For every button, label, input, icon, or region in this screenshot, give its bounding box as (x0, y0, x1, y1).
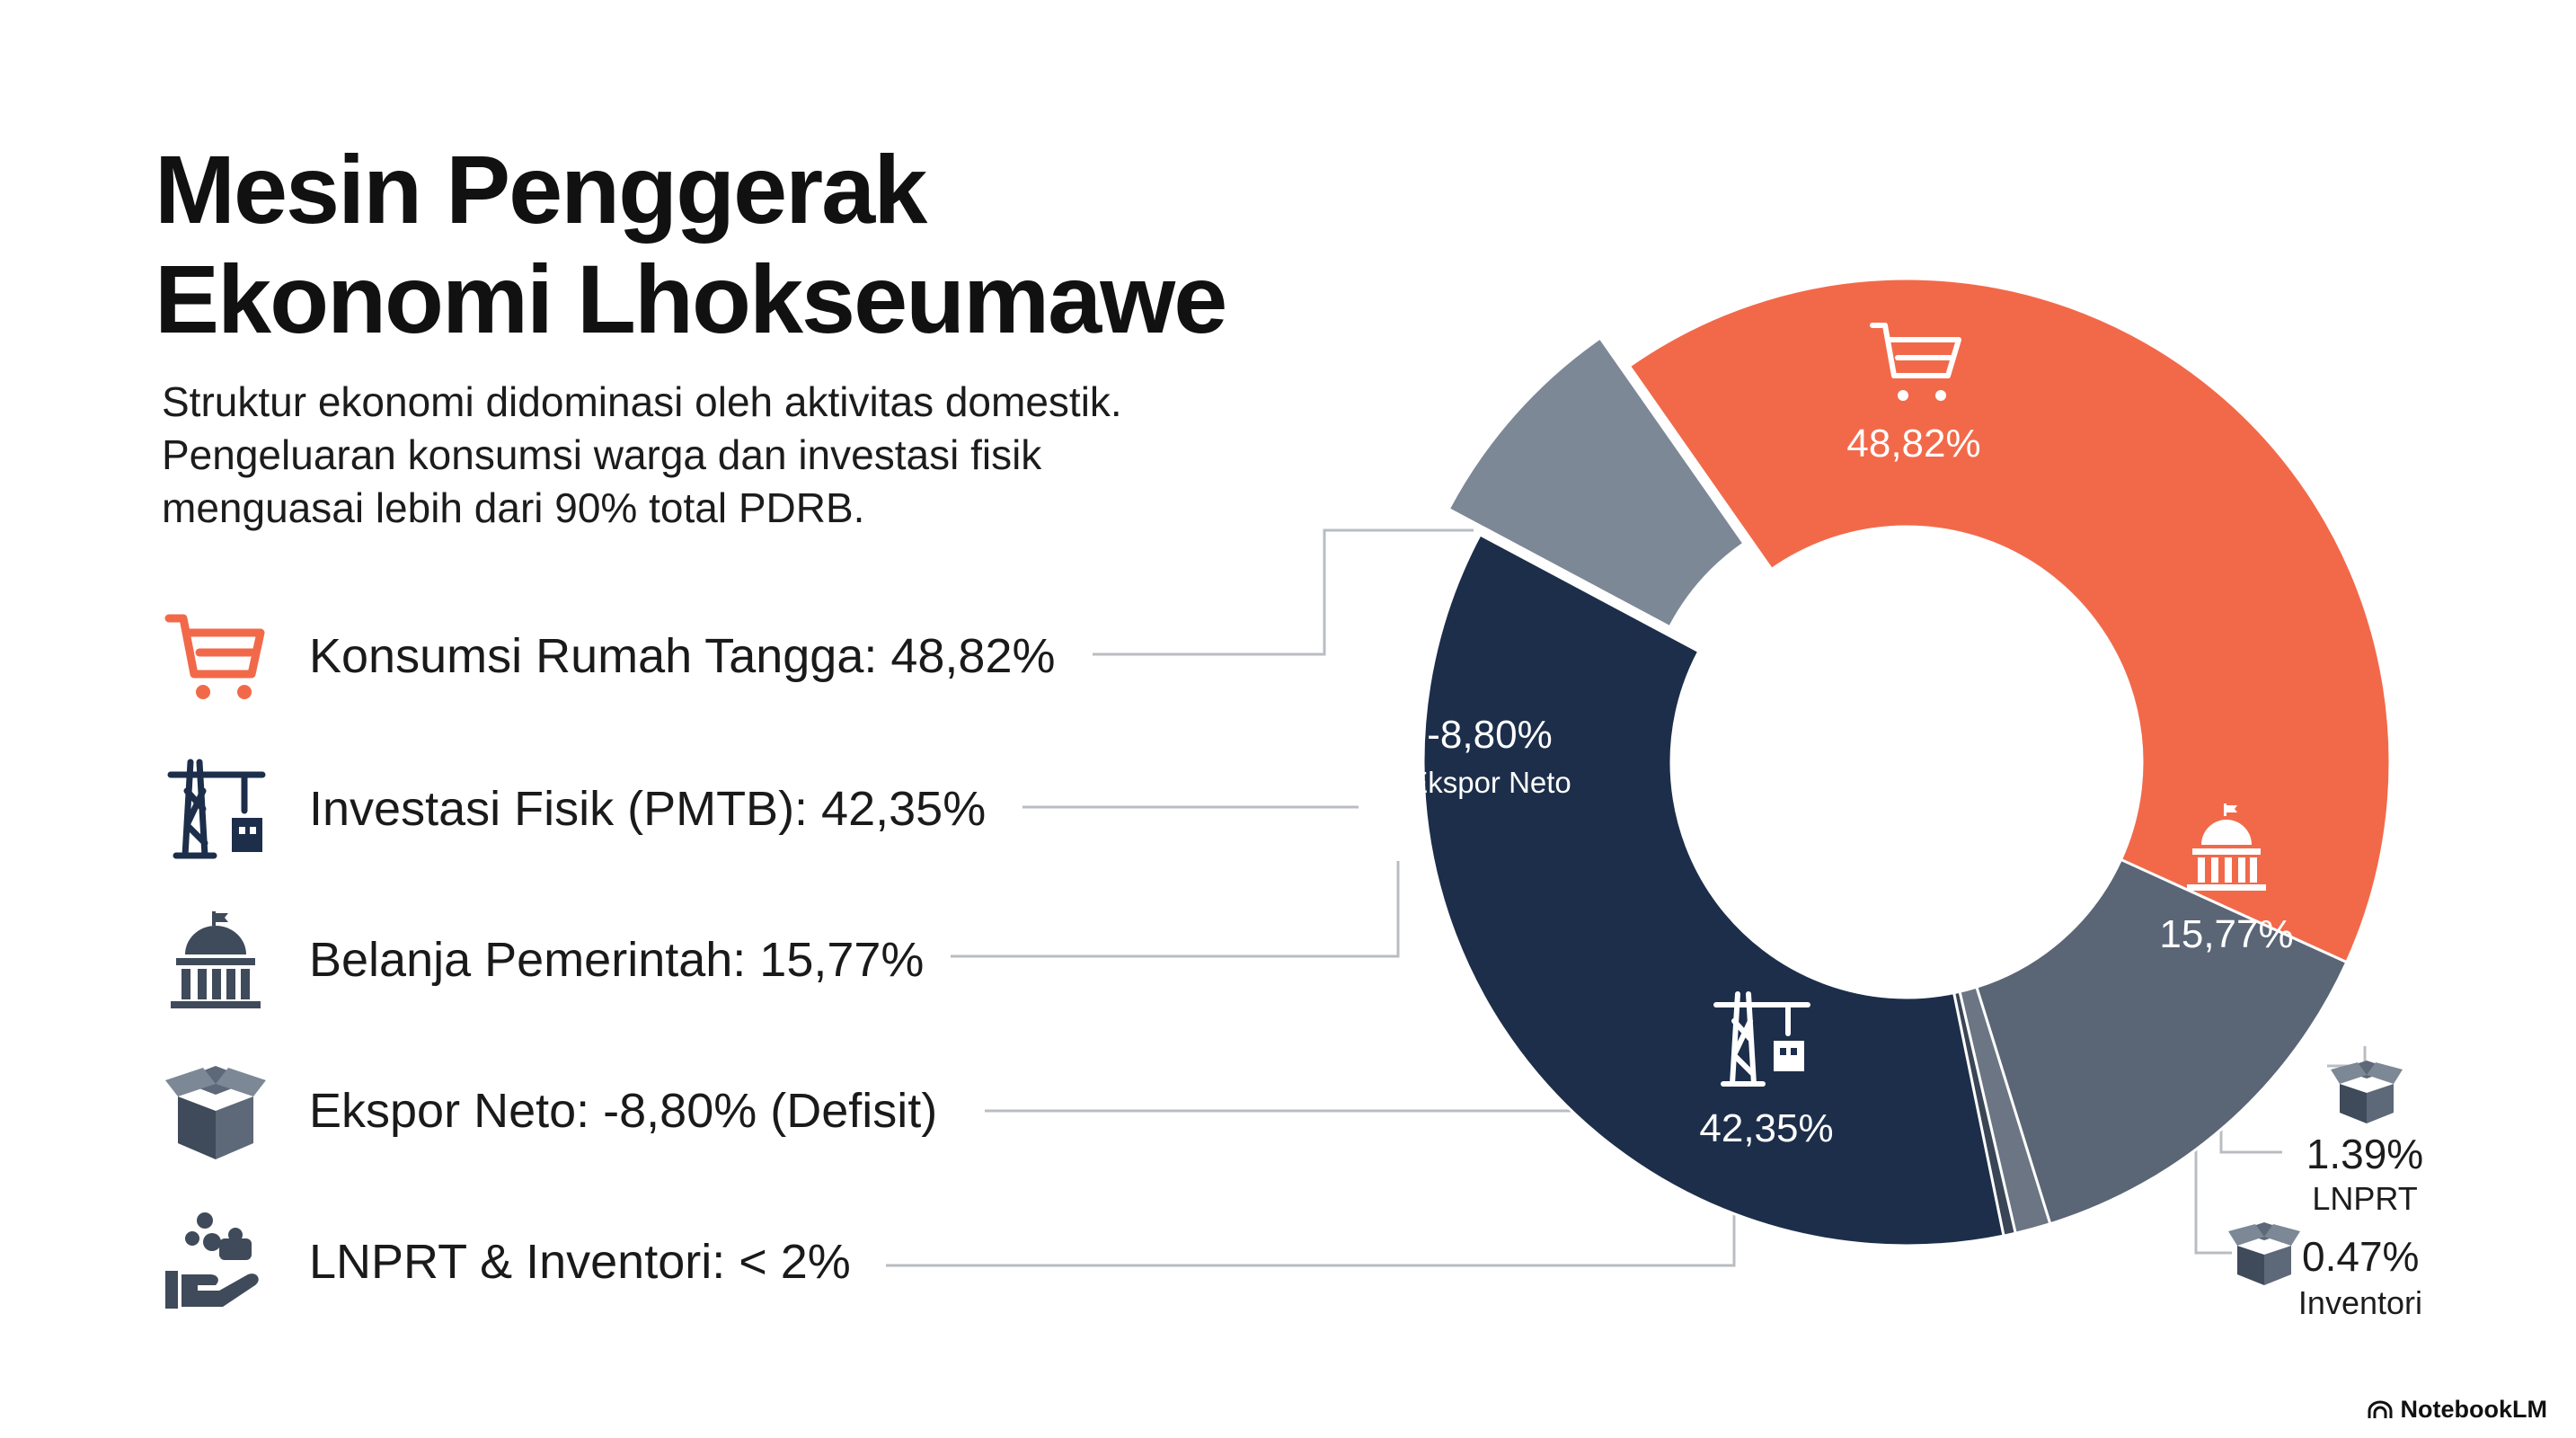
slice-value-ekspor: -8,80% (1427, 713, 1552, 757)
open-box-icon (2228, 1222, 2300, 1285)
slice-konsumsi-rumah-tangga (1627, 277, 2392, 964)
leader-line-lnprt-callout (2327, 1046, 2367, 1068)
title-line: Ekonomi Lhokseumawe (155, 244, 1227, 353)
leader-line-lnprt-segment (2219, 1122, 2282, 1154)
brand-name: NotebookLM (2400, 1396, 2547, 1423)
slice-label-ekspor: Ekspor Neto (1408, 766, 1571, 799)
leader-line-inventori-segment (2194, 1134, 2232, 1255)
title-line: Mesin Penggerak (155, 135, 927, 244)
hand-coins-icon (165, 1212, 259, 1309)
government-building-icon (2187, 803, 2266, 891)
legend-item-belanja: Belanja Pemerintah: 15,77% (162, 906, 924, 1014)
slice-investasi-fisik-pmtb (1421, 532, 2005, 1247)
slice-value-konsumsi: 48,82% (1846, 422, 1980, 466)
legend-item-lnprt: LNPRT & Inventori: < 2% (162, 1208, 851, 1316)
slice-value-investasi: 42,35% (1699, 1106, 1833, 1150)
brand-logo: NotebookLM (2367, 1396, 2547, 1424)
subtitle-line: Pengeluaran konsumsi warga dan investasi… (162, 431, 1042, 478)
leader-line-konsumsi (1093, 528, 1474, 656)
construction-crane-icon (1713, 991, 1810, 1087)
legend-item-investasi: Investasi Fisik (PMTB): 42,35% (162, 755, 986, 863)
slice-value-belanja: 15,77% (2159, 912, 2293, 956)
shopping-cart-icon (164, 614, 265, 699)
slice-belanja-pemerintah (1974, 857, 2349, 1226)
subtitle: Struktur ekonomi didominasi oleh aktivit… (162, 376, 1348, 535)
legend-label: LNPRT & Inventori: < 2% (309, 1235, 851, 1289)
construction-crane-icon (167, 759, 266, 859)
notebooklm-logo-icon (2368, 1400, 2393, 1418)
legend-item-ekspor: Ekspor Neto: -8,80% (Defisit) (162, 1057, 937, 1165)
shopping-cart-icon (1870, 323, 1961, 401)
subtitle-line: menguasai lebih dari 90% total PDRB. (162, 484, 865, 531)
leader-line-belanja (951, 861, 1400, 958)
subtitle-line: Struktur ekonomi didominasi oleh aktivit… (162, 378, 1122, 425)
leader-line-lnprt (886, 1197, 1736, 1267)
open-box-icon (165, 1066, 266, 1159)
legend-label: Ekspor Neto: -8,80% (Defisit) (309, 1084, 938, 1138)
callout-value-inventori: 0.47% (2302, 1233, 2419, 1280)
open-box-icon (2331, 1061, 2403, 1123)
callout-value-lnprt: 1.39% (2306, 1131, 2423, 1177)
legend-label: Investasi Fisik (PMTB): 42,35% (309, 782, 987, 836)
slice-ekspor-neto (1450, 340, 1742, 626)
legend-label: Belanja Pemerintah: 15,77% (309, 933, 925, 987)
legend-item-konsumsi: Konsumsi Rumah Tangga: 48,82% (162, 602, 1056, 710)
page-title: Mesin Penggerak Ekonomi Lhokseumawe (155, 135, 1227, 354)
callout-label-inventori: Inventori (2298, 1284, 2422, 1321)
government-building-icon (171, 911, 261, 1008)
callout-label-lnprt: LNPRT (2312, 1180, 2417, 1217)
legend-label: Konsumsi Rumah Tangga: 48,82% (309, 629, 1056, 683)
